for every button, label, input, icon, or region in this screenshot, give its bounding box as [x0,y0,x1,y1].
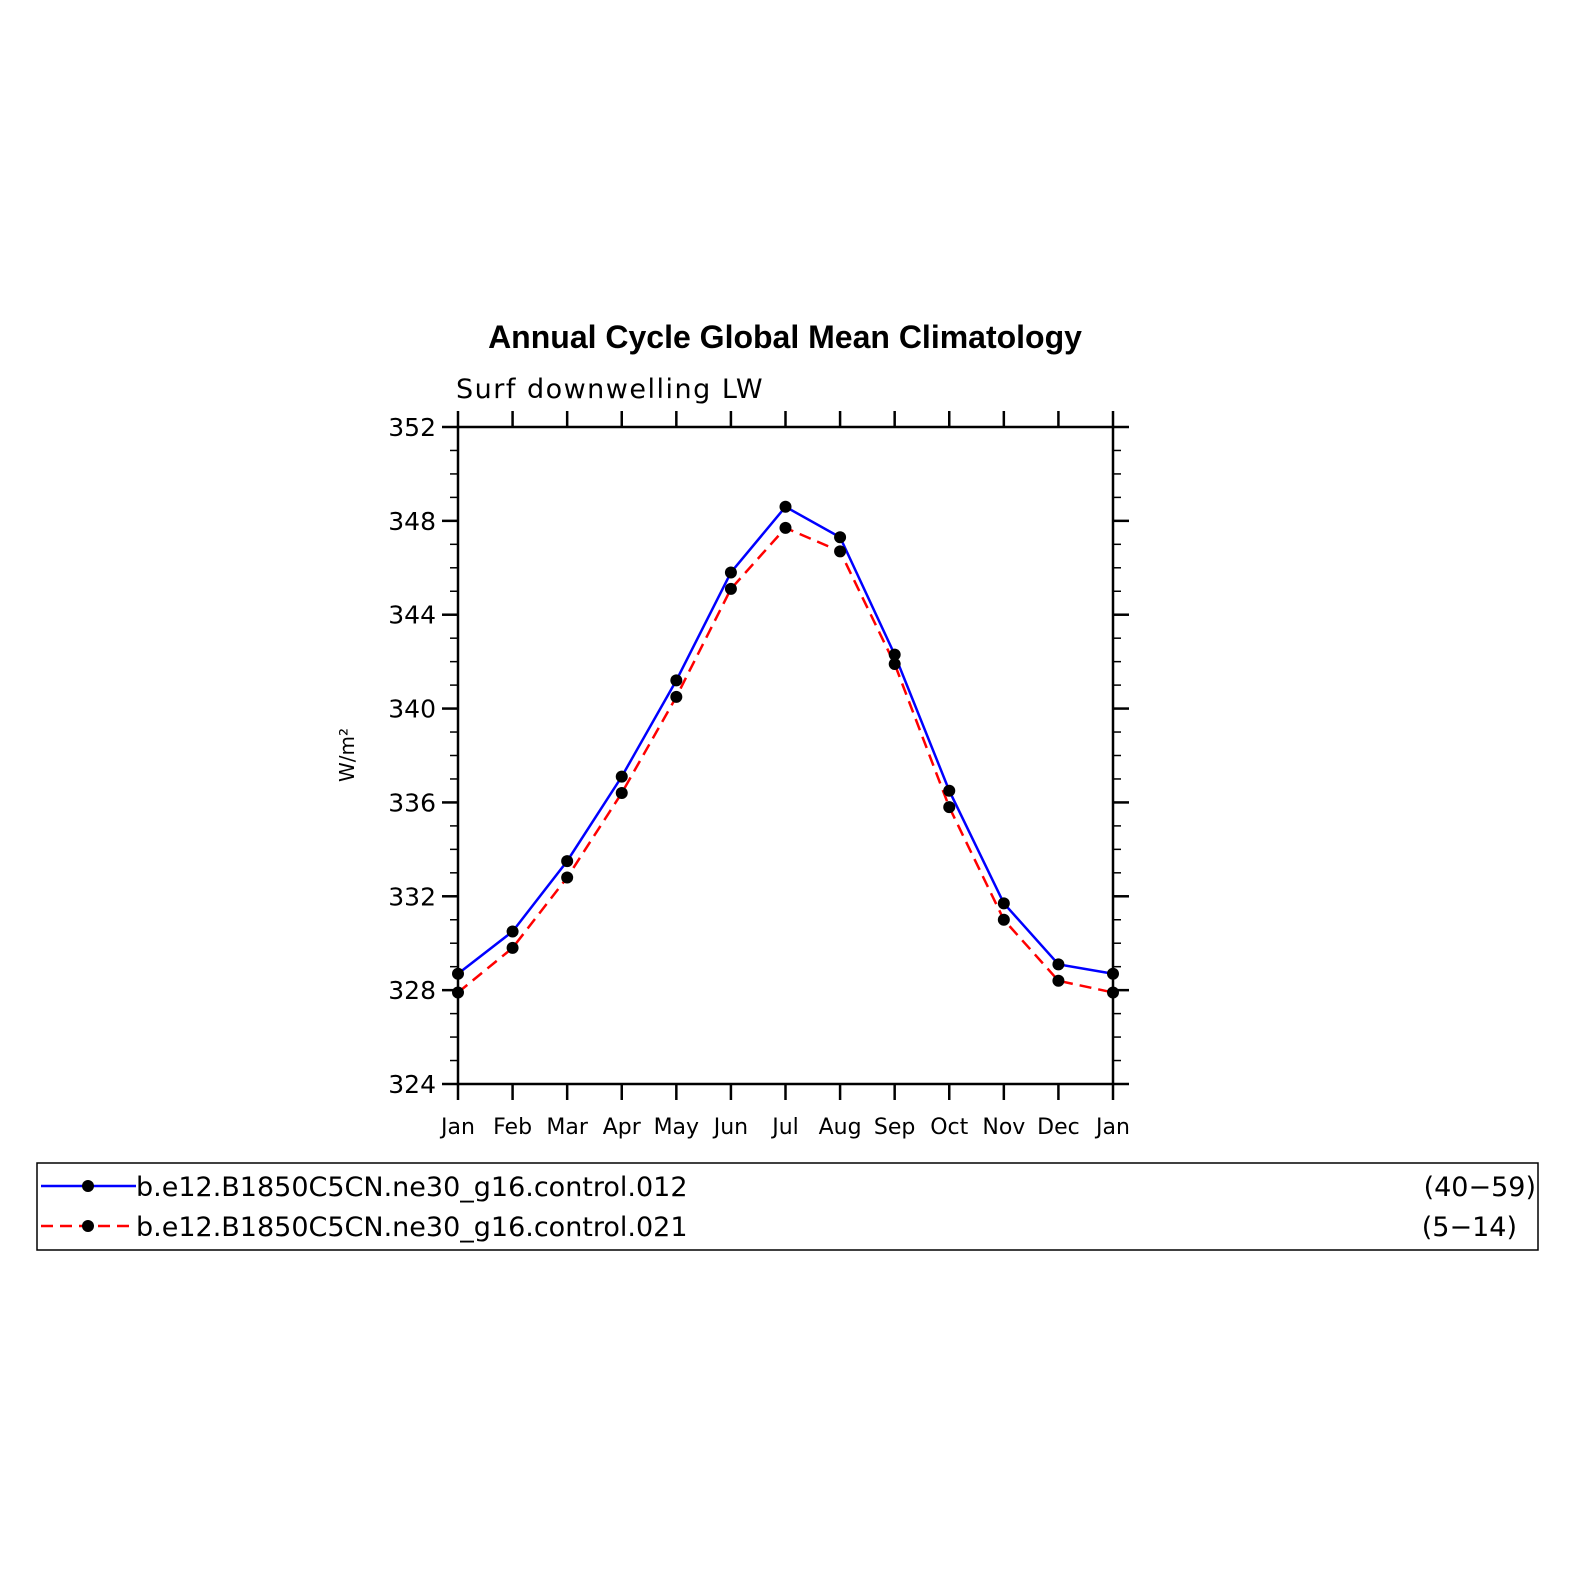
legend-series-period: (5−14) [1422,1212,1517,1243]
data-point [943,801,956,814]
data-point [943,784,956,797]
data-point [1052,958,1065,971]
data-point [834,545,847,558]
y-tick-label: 328 [388,976,436,1005]
y-tick-label: 348 [388,507,436,536]
x-tick-label: Oct [930,1115,968,1140]
data-point [615,770,628,783]
y-tick-label: 340 [388,695,436,724]
legend-series-name: b.e12.B1850C5CN.ne30_g16.control.012 [136,1172,688,1203]
series-line-2 [457,526,1114,994]
data-point [561,855,574,868]
data-point [1107,986,1119,999]
data-point [724,582,737,595]
data-point [997,913,1010,926]
y-tick-label: 324 [388,1070,436,1099]
data-point [452,986,464,999]
x-tick-label: Mar [546,1115,588,1140]
data-point [1052,974,1065,987]
data-point [506,925,519,938]
data-point [888,657,901,670]
y-tick-label: 332 [388,882,436,911]
series-markers [452,500,1119,999]
legend-series-period: (40−59) [1424,1172,1536,1203]
x-tick-label: Sep [874,1115,915,1140]
data-point [506,941,519,954]
axis-tick-labels: 324 328 332 336 340 344 348 352 Jan Feb Mar Apr May J… [388,413,1130,1140]
x-tick-label: Nov [982,1115,1025,1140]
y-tick-label: 344 [388,601,436,630]
y-tick-label: 352 [388,413,436,442]
data-point [670,690,683,703]
y-tick-label: 336 [388,788,436,817]
chart-title: Annual Cycle Global Mean Climatology [488,319,1082,355]
data-point [1107,967,1119,980]
data-point [452,967,464,980]
x-tick-label: Jun [712,1115,748,1140]
legend-series-name: b.e12.B1850C5CN.ne30_g16.control.021 [136,1212,688,1243]
x-tick-label: Apr [603,1115,642,1140]
legend-marker [82,1180,94,1192]
x-tick-label: Jan [1094,1115,1130,1140]
legend: b.e12.B1850C5CN.ne30_g16.control.012 (40−… [41,1172,1536,1243]
legend-box [36,1162,1539,1251]
x-tick-label: Dec [1037,1115,1080,1140]
data-point [779,500,792,513]
series-lines [457,505,1114,994]
data-point [561,871,574,884]
data-point [997,897,1010,910]
legend-marker [82,1220,94,1232]
x-tick-label: Jan [439,1115,475,1140]
data-point [779,521,792,534]
data-point [615,787,628,800]
x-tick-label: Feb [493,1115,532,1140]
x-tick-label: Jul [770,1115,799,1140]
data-point [888,648,901,661]
data-point [834,531,847,544]
x-tick-label: Aug [819,1115,862,1140]
chart-subtitle: Surf downwelling LW [456,374,764,405]
axis-ticks [442,411,1129,1100]
data-point [670,674,683,687]
x-tick-label: May [654,1115,699,1140]
y-axis-label: W/m² [335,728,359,782]
data-point [724,566,737,579]
series-line-1 [457,505,1114,975]
